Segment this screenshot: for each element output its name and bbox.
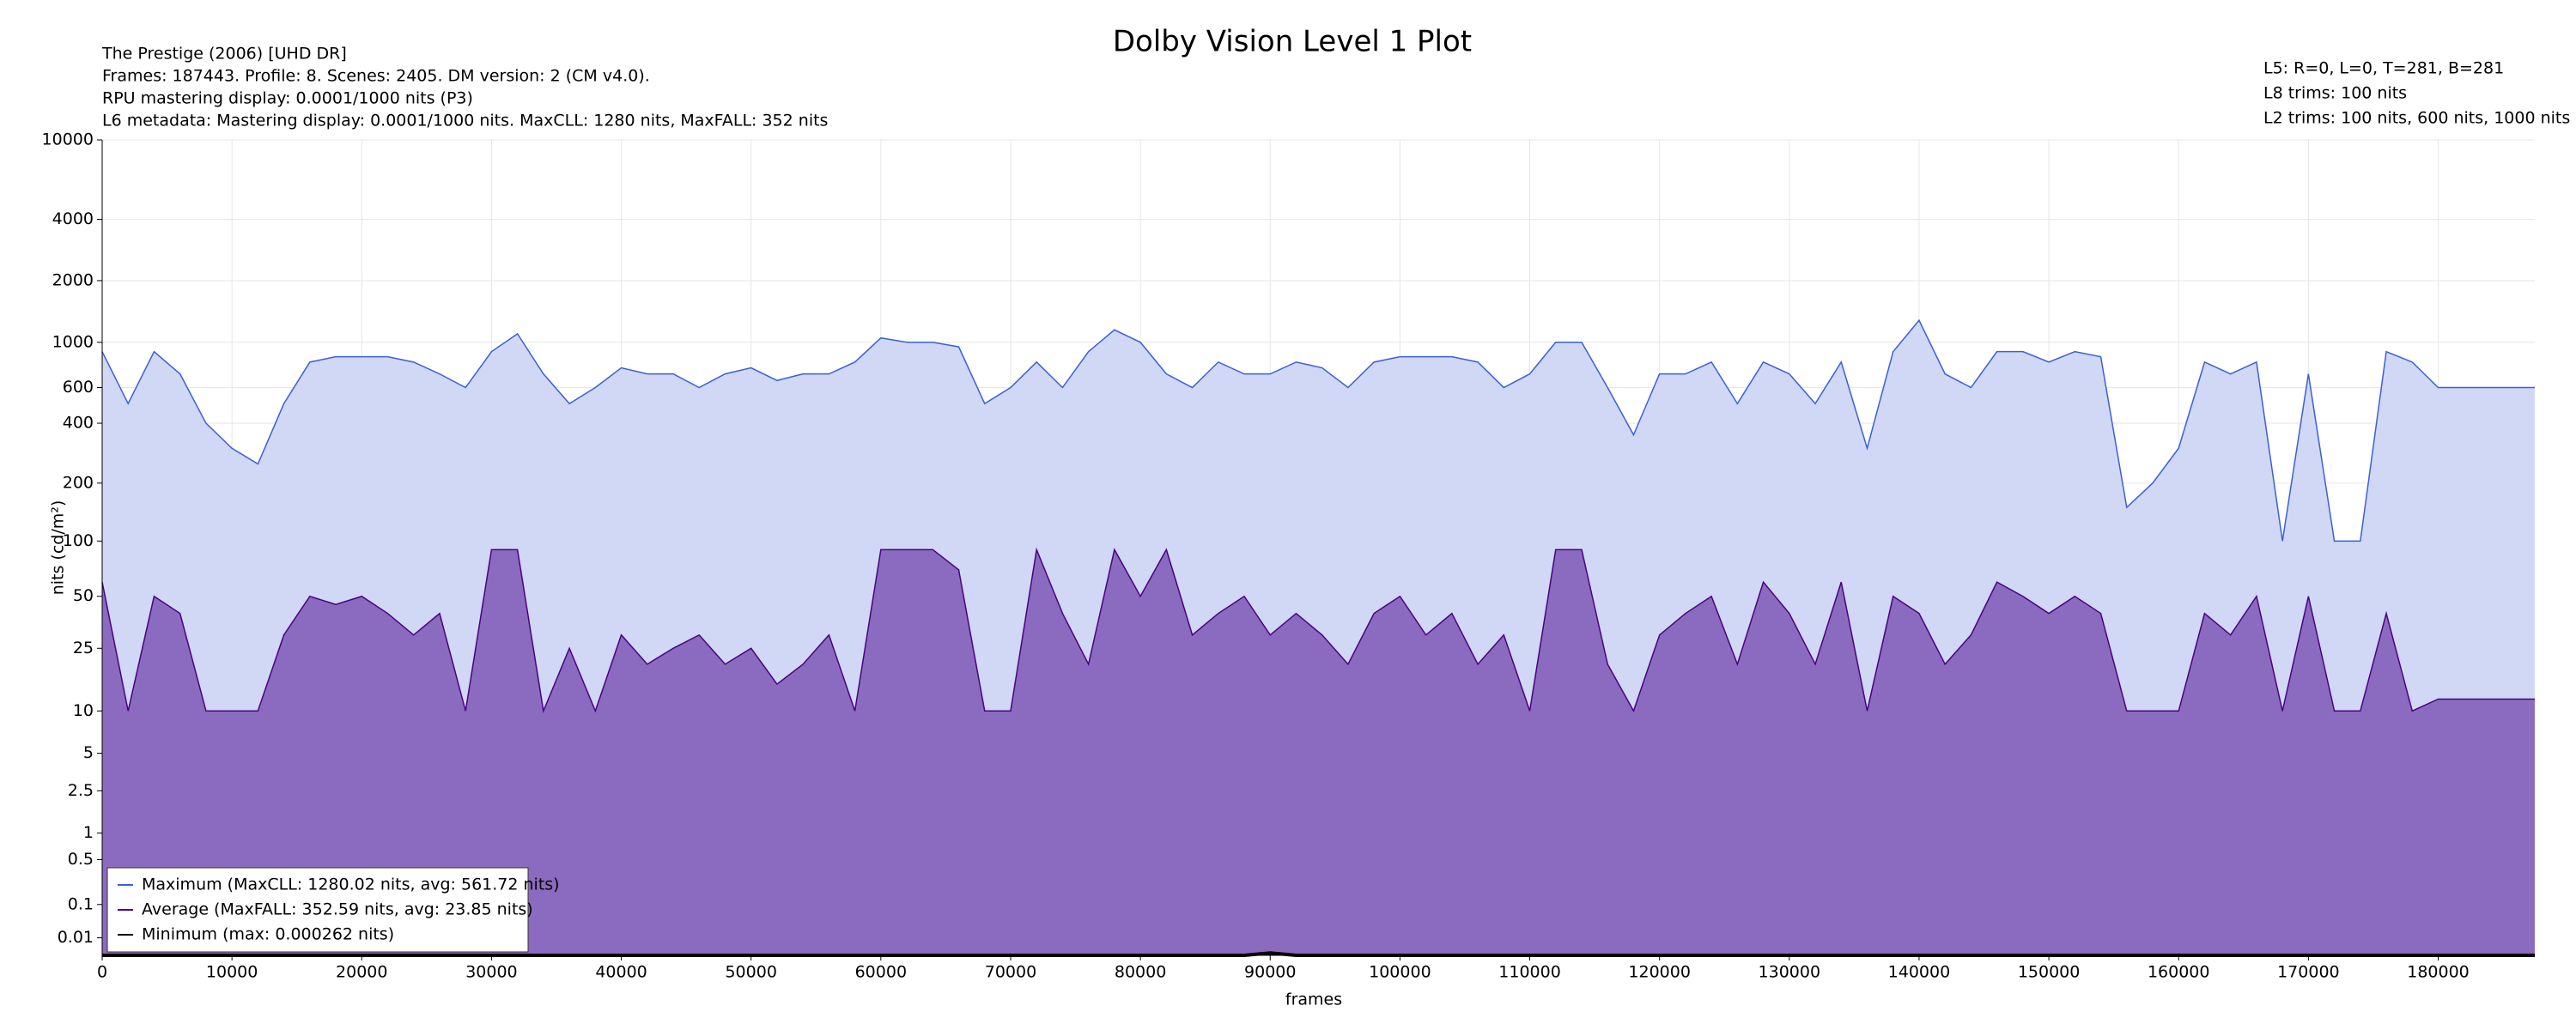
y-tick-label: 200 bbox=[63, 473, 94, 492]
legend-label: Maximum (MaxCLL: 1280.02 nits, avg: 561.… bbox=[142, 876, 560, 894]
x-tick-label: 160000 bbox=[2148, 963, 2210, 982]
info-line: RPU mastering display: 0.0001/1000 nits … bbox=[102, 89, 473, 108]
x-tick-label: 30000 bbox=[465, 963, 517, 982]
info-right-line: L2 trims: 100 nits, 600 nits, 1000 nits bbox=[2263, 109, 2570, 128]
x-axis-label: frames bbox=[1285, 991, 1342, 1009]
y-tick-label: 1000 bbox=[52, 332, 94, 351]
y-tick-label: 100 bbox=[63, 531, 94, 550]
x-tick-label: 180000 bbox=[2407, 963, 2470, 982]
x-tick-label: 70000 bbox=[985, 963, 1036, 982]
info-line: Frames: 187443. Profile: 8. Scenes: 2405… bbox=[102, 67, 650, 86]
x-tick-label: 20000 bbox=[336, 963, 387, 982]
y-tick-label: 0.5 bbox=[68, 850, 94, 869]
x-tick-label: 0 bbox=[97, 963, 107, 982]
x-tick-label: 80000 bbox=[1115, 963, 1166, 982]
info-right-line: L5: R=0, L=0, T=281, B=281 bbox=[2263, 59, 2504, 78]
x-tick-label: 10000 bbox=[206, 963, 258, 982]
x-tick-label: 60000 bbox=[855, 963, 907, 982]
x-tick-label: 40000 bbox=[595, 963, 647, 982]
y-tick-label: 400 bbox=[63, 414, 94, 433]
y-tick-label: 0.01 bbox=[58, 928, 94, 947]
series-area bbox=[102, 549, 2535, 955]
x-tick-label: 150000 bbox=[2018, 963, 2081, 982]
series-line bbox=[101, 547, 2535, 714]
y-tick-label: 10 bbox=[73, 701, 94, 720]
chart-title: Dolby Vision Level 1 Plot bbox=[1113, 25, 1472, 59]
info-line: L6 metadata: Mastering display: 0.0001/1… bbox=[102, 112, 828, 130]
x-tick-label: 50000 bbox=[725, 963, 776, 982]
x-tick-label: 90000 bbox=[1244, 963, 1296, 982]
y-tick-label: 2.5 bbox=[68, 781, 94, 800]
y-axis-label: nits (cd/m²) bbox=[49, 500, 68, 596]
legend-box bbox=[106, 867, 529, 953]
legend-label: Minimum (max: 0.000262 nits) bbox=[142, 925, 394, 944]
info-right-line: L8 trims: 100 nits bbox=[2263, 84, 2407, 103]
x-tick-label: 110000 bbox=[1498, 963, 1561, 982]
y-tick-label: 0.1 bbox=[68, 894, 94, 913]
x-tick-label: 100000 bbox=[1369, 963, 1431, 982]
y-tick-label: 25 bbox=[73, 639, 94, 657]
x-tick-label: 130000 bbox=[1759, 963, 1821, 982]
y-tick-label: 2000 bbox=[52, 270, 94, 289]
legend-label: Average (MaxFALL: 352.59 nits, avg: 23.8… bbox=[142, 900, 533, 919]
x-tick-label: 170000 bbox=[2277, 963, 2340, 982]
series-line bbox=[101, 318, 2535, 542]
y-tick-label: 600 bbox=[63, 378, 94, 397]
info-line: The Prestige (2006) [UHD DR] bbox=[101, 45, 347, 64]
y-tick-label: 10000 bbox=[42, 130, 94, 149]
y-tick-label: 1 bbox=[83, 823, 94, 842]
x-tick-label: 120000 bbox=[1628, 963, 1691, 982]
y-tick-label: 5 bbox=[83, 743, 94, 762]
x-tick-label: 140000 bbox=[1888, 963, 1951, 982]
y-tick-label: 50 bbox=[73, 586, 94, 605]
y-tick-label: 4000 bbox=[52, 209, 94, 228]
